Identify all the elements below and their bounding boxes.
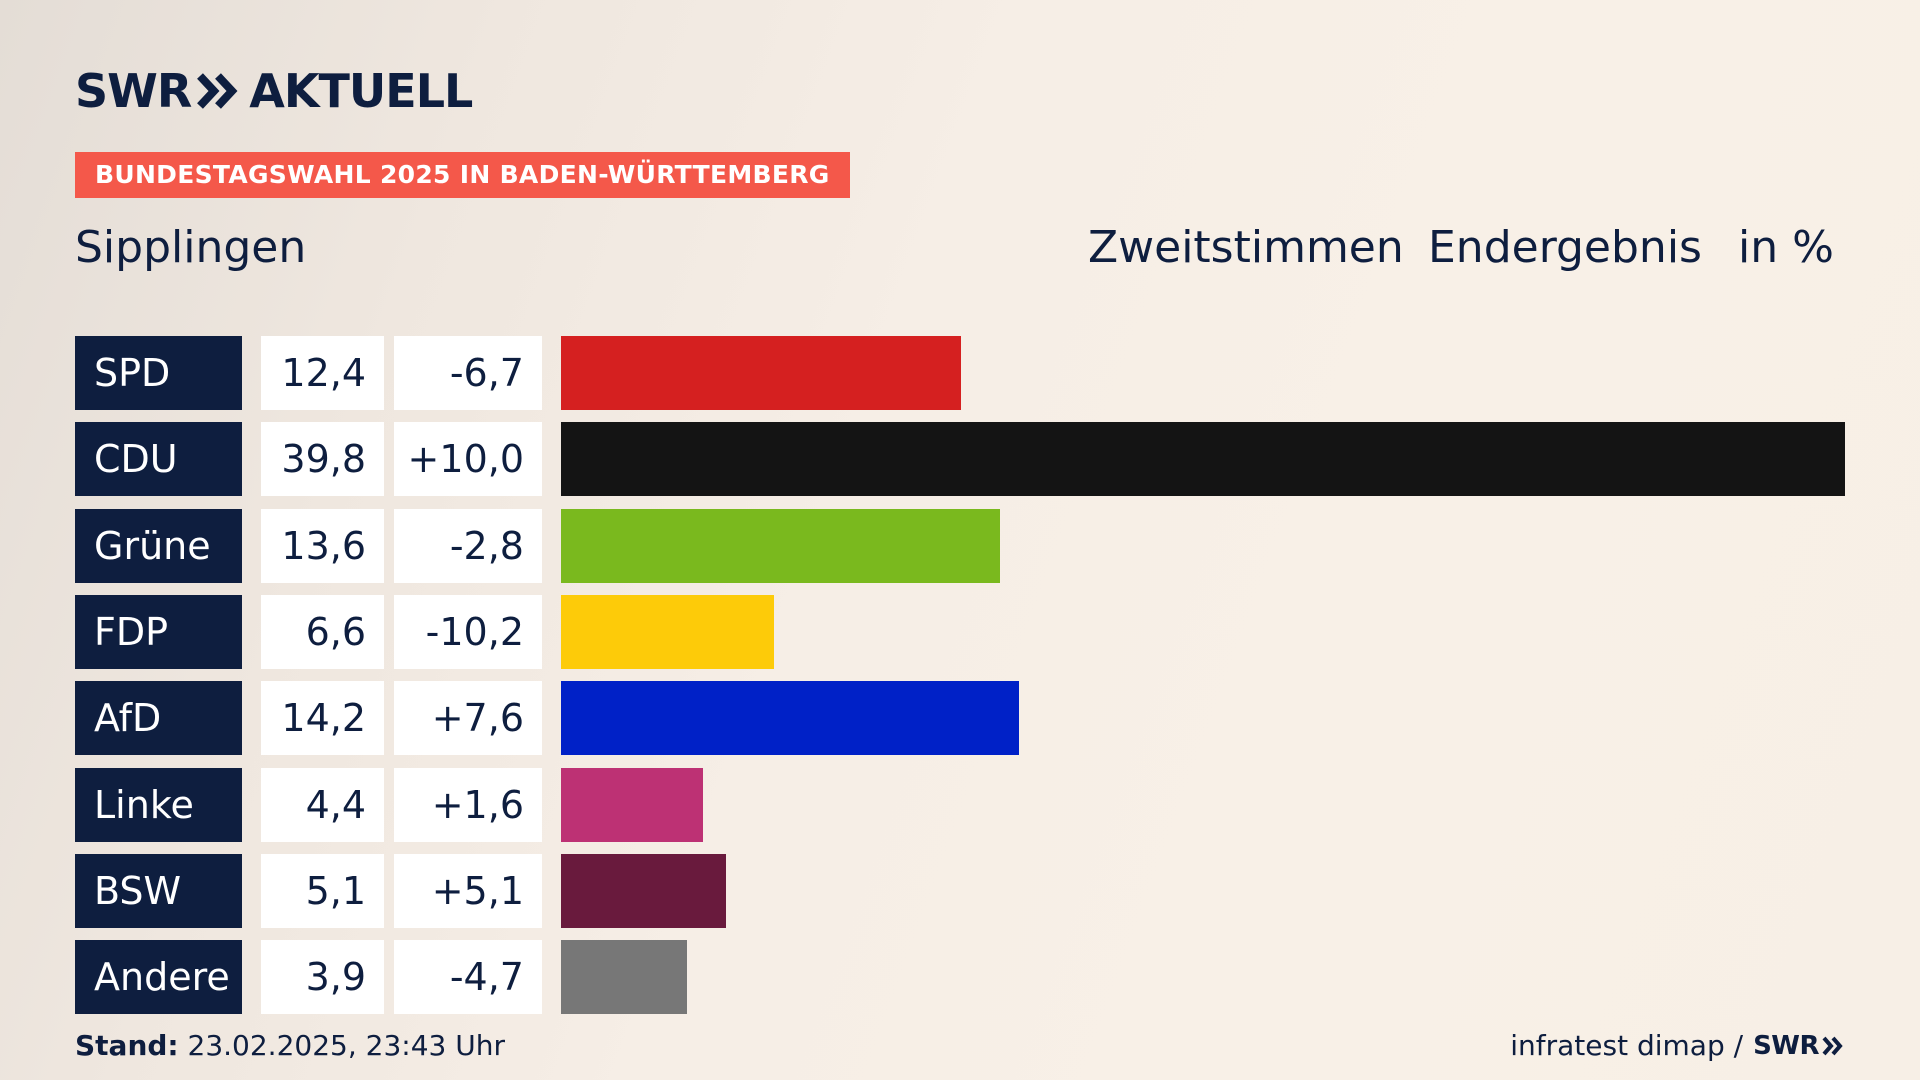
result-status-label: Endergebnis: [1428, 222, 1702, 273]
result-row: FDP 6,6 -10,2: [0, 595, 1920, 669]
vote-type-label: Zweitstimmen: [1088, 222, 1404, 273]
diff-label: -10,2: [394, 595, 542, 669]
value-label: 3,9: [261, 940, 384, 1014]
party-label: AfD: [75, 681, 242, 755]
result-bar: [561, 336, 961, 410]
result-row: SPD 12,4 -6,7: [0, 336, 1920, 410]
logo-swr-text: SWR: [75, 64, 192, 118]
swr-aktuell-logo: SWR AKTUELL: [75, 64, 473, 118]
double-chevron-icon-small: [1822, 1036, 1843, 1056]
place-title: Sipplingen: [75, 222, 307, 273]
value-label: 5,1: [261, 854, 384, 928]
diff-label: -6,7: [394, 336, 542, 410]
result-bar: [561, 681, 1019, 755]
result-row: BSW 5,1 +5,1: [0, 854, 1920, 928]
source-text: infratest dimap /: [1510, 1029, 1744, 1062]
result-row: Andere 3,9 -4,7: [0, 940, 1920, 1014]
diff-label: +10,0: [394, 422, 542, 496]
diff-label: -4,7: [394, 940, 542, 1014]
logo-aktuell-text: AKTUELL: [249, 64, 473, 118]
source-credit: infratest dimap / SWR: [1510, 1028, 1844, 1064]
diff-label: +7,6: [394, 681, 542, 755]
timestamp: Stand: 23.02.2025, 23:43 Uhr: [75, 1028, 505, 1064]
double-chevron-icon: [197, 73, 238, 109]
result-bar: [561, 595, 774, 669]
party-label: BSW: [75, 854, 242, 928]
value-label: 12,4: [261, 336, 384, 410]
value-label: 14,2: [261, 681, 384, 755]
result-bar: [561, 422, 1845, 496]
result-row: CDU 39,8 +10,0: [0, 422, 1920, 496]
diff-label: +5,1: [394, 854, 542, 928]
election-banner: BUNDESTAGSWAHL 2025 IN BADEN-WÜRTTEMBERG: [75, 152, 850, 198]
result-bar: [561, 768, 703, 842]
result-bar: [561, 854, 726, 928]
party-label: Andere: [75, 940, 242, 1014]
diff-label: -2,8: [394, 509, 542, 583]
stand-value: 23.02.2025, 23:43 Uhr: [178, 1029, 505, 1062]
value-label: 13,6: [261, 509, 384, 583]
party-label: Linke: [75, 768, 242, 842]
value-label: 39,8: [261, 422, 384, 496]
result-bar: [561, 940, 687, 1014]
value-label: 6,6: [261, 595, 384, 669]
source-swr-logo: SWR: [1753, 1031, 1819, 1061]
result-row: Grüne 13,6 -2,8: [0, 509, 1920, 583]
unit-label: in %: [1738, 222, 1834, 273]
result-row: Linke 4,4 +1,6: [0, 768, 1920, 842]
party-label: FDP: [75, 595, 242, 669]
stand-label: Stand:: [75, 1029, 179, 1062]
diff-label: +1,6: [394, 768, 542, 842]
result-bar: [561, 509, 1000, 583]
result-row: AfD 14,2 +7,6: [0, 681, 1920, 755]
value-label: 4,4: [261, 768, 384, 842]
party-label: CDU: [75, 422, 242, 496]
party-label: Grüne: [75, 509, 242, 583]
party-label: SPD: [75, 336, 242, 410]
